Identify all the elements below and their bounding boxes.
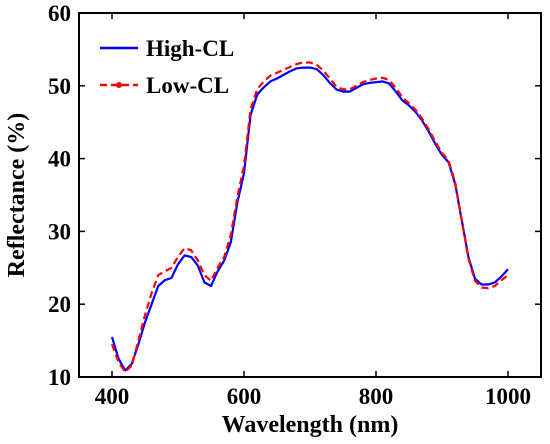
y-tick-label: 10: [48, 365, 71, 390]
legend-label: High-CL: [146, 36, 234, 61]
x-tick-label: 600: [227, 384, 262, 409]
x-tick-label: 1000: [485, 384, 531, 409]
y-axis-title: Reflectance (%): [4, 113, 30, 278]
series-line-low-cl: [110, 61, 509, 373]
y-tick-label: 50: [48, 74, 71, 99]
x-tick-label: 800: [359, 384, 394, 409]
plot-area: [78, 12, 542, 378]
y-tick-label: 20: [48, 292, 71, 317]
legend: High-CL Low-CL: [100, 36, 234, 98]
y-tick-label: 30: [48, 219, 71, 244]
y-axis: 10 20 30 40 50 60: [48, 1, 541, 390]
x-tick-label: 400: [95, 384, 130, 409]
series-layer: [110, 61, 509, 373]
x-axis: 400 600 800 1000: [95, 13, 531, 409]
x-axis-title: Wavelength (nm): [222, 412, 399, 438]
series-line-high-cl: [110, 66, 509, 372]
legend-marker: [116, 82, 122, 88]
legend-label: Low-CL: [146, 73, 229, 98]
y-tick-label: 40: [48, 147, 71, 172]
y-tick-label: 60: [48, 1, 71, 26]
